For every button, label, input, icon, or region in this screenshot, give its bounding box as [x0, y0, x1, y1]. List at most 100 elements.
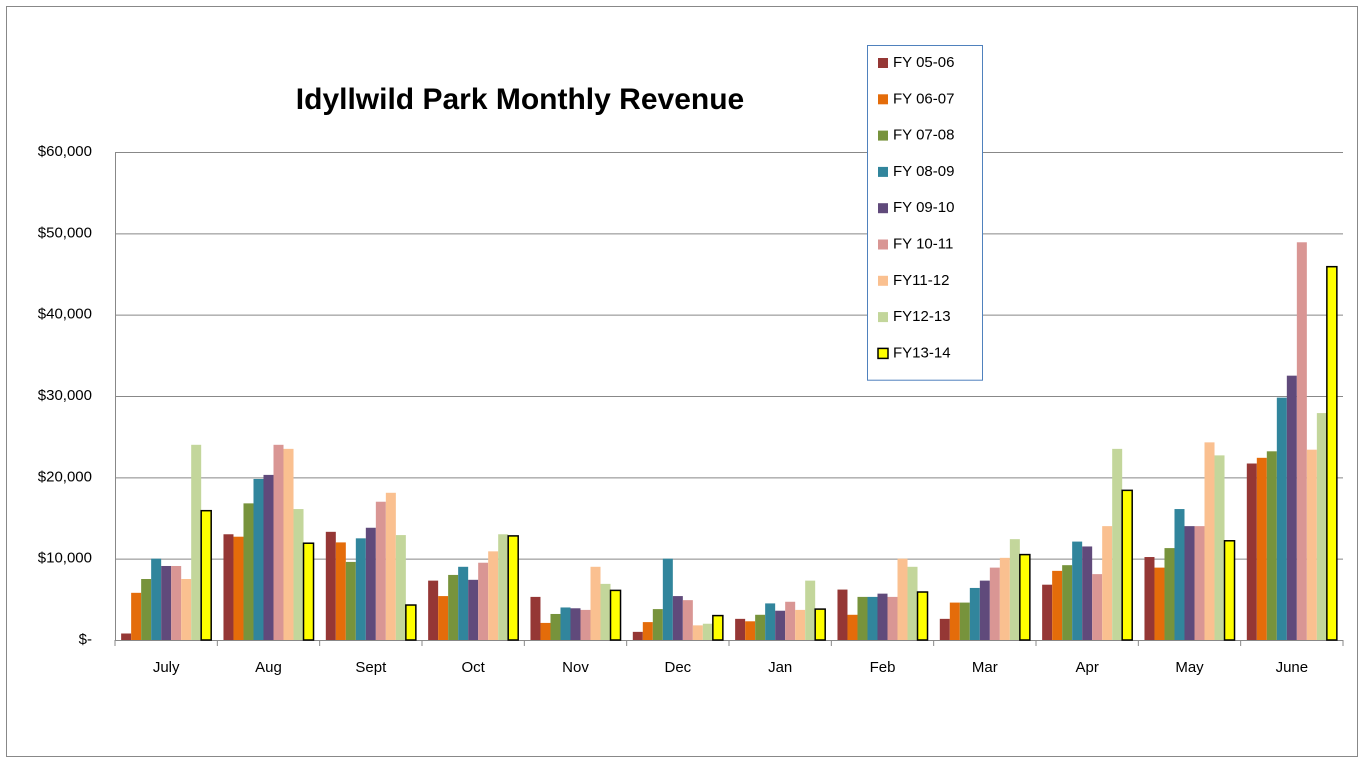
y-tick-label: $40,000 — [38, 306, 92, 323]
bar — [151, 558, 162, 640]
bar — [385, 492, 396, 640]
bar — [1204, 442, 1215, 640]
bar — [652, 609, 663, 640]
bar — [438, 596, 449, 640]
chart-border — [6, 6, 1358, 757]
bar — [131, 592, 142, 640]
bar — [478, 562, 489, 640]
bar — [1223, 540, 1236, 641]
bar — [1256, 457, 1267, 640]
bar — [1062, 565, 1073, 640]
legend-swatch — [878, 94, 888, 105]
bar — [887, 596, 898, 640]
bar — [999, 557, 1010, 640]
bar — [468, 579, 479, 640]
bar — [1154, 567, 1165, 640]
chart-title: Idyllwild Park Monthly Revenue — [296, 83, 744, 116]
bar — [1306, 449, 1317, 640]
bar — [1019, 553, 1031, 641]
bar — [488, 551, 499, 640]
bar — [1009, 539, 1020, 640]
legend-swatch — [878, 312, 888, 323]
bar — [560, 607, 571, 640]
bar — [121, 633, 132, 640]
bar — [1214, 455, 1225, 640]
legend-label: FY11-12 — [893, 272, 949, 289]
bar — [161, 565, 172, 640]
bar — [916, 591, 929, 641]
bar — [345, 561, 356, 640]
bar — [335, 542, 346, 640]
bar — [949, 602, 960, 640]
bar — [632, 631, 643, 640]
bar — [1296, 242, 1307, 640]
bar — [765, 603, 776, 640]
bar — [302, 542, 315, 641]
bar — [1246, 463, 1257, 640]
bar — [428, 580, 439, 640]
legend-label: FY 10-11 — [893, 235, 953, 252]
bar — [365, 527, 376, 640]
bar — [1276, 397, 1287, 640]
bar — [1174, 509, 1185, 640]
bar — [141, 579, 152, 640]
bar — [609, 589, 622, 641]
bar — [570, 608, 581, 640]
legend-label: FY13-14 — [893, 344, 951, 361]
bar — [642, 622, 653, 640]
legend-label: FY 08-09 — [893, 163, 954, 180]
y-tick-label: $20,000 — [38, 468, 92, 485]
x-tick-label: Oct — [461, 659, 485, 676]
bar — [1316, 413, 1327, 640]
bar — [395, 535, 406, 640]
bar — [939, 618, 950, 640]
bar — [530, 596, 541, 640]
bar — [293, 509, 304, 640]
y-tick-label: $10,000 — [38, 550, 92, 567]
bar — [540, 622, 551, 640]
bar — [847, 614, 858, 640]
legend-swatch — [877, 347, 889, 360]
legend-label: FY 05-06 — [893, 54, 954, 71]
bar — [897, 558, 908, 640]
bar — [223, 534, 234, 640]
bar — [857, 596, 868, 640]
x-tick-label: Nov — [562, 659, 589, 676]
x-tick-label: Feb — [870, 659, 896, 676]
x-tick-label: Jan — [768, 659, 792, 676]
bar — [283, 448, 294, 640]
bar — [405, 604, 417, 641]
bar — [325, 531, 336, 640]
bar — [590, 566, 601, 640]
x-tick-label: Aug — [255, 659, 282, 676]
bar — [672, 596, 683, 640]
bar — [1082, 546, 1093, 640]
y-tick-label: $- — [79, 631, 92, 648]
legend-label: FY 06-07 — [893, 90, 954, 107]
bar — [785, 601, 796, 640]
bar — [1326, 265, 1338, 641]
bar — [1184, 526, 1195, 640]
legend-swatch — [878, 239, 888, 250]
x-tick-label: July — [153, 659, 180, 676]
bar — [745, 621, 756, 640]
bar — [1286, 375, 1297, 640]
bar — [989, 567, 1000, 640]
bar — [867, 596, 878, 640]
bar — [1266, 451, 1277, 640]
bar — [498, 534, 509, 640]
x-tick-label: Apr — [1075, 659, 1098, 676]
bar — [375, 501, 386, 640]
bar — [1102, 526, 1113, 640]
bar — [1121, 489, 1133, 641]
legend-swatch — [878, 58, 888, 68]
bar — [814, 608, 826, 641]
x-tick-label: June — [1276, 659, 1309, 676]
legend-swatch — [878, 275, 888, 286]
x-tick-label: Sept — [355, 659, 387, 676]
bar — [755, 614, 766, 640]
legend-label: FY12-13 — [893, 308, 951, 325]
bar — [580, 609, 591, 640]
bar — [1194, 526, 1205, 640]
